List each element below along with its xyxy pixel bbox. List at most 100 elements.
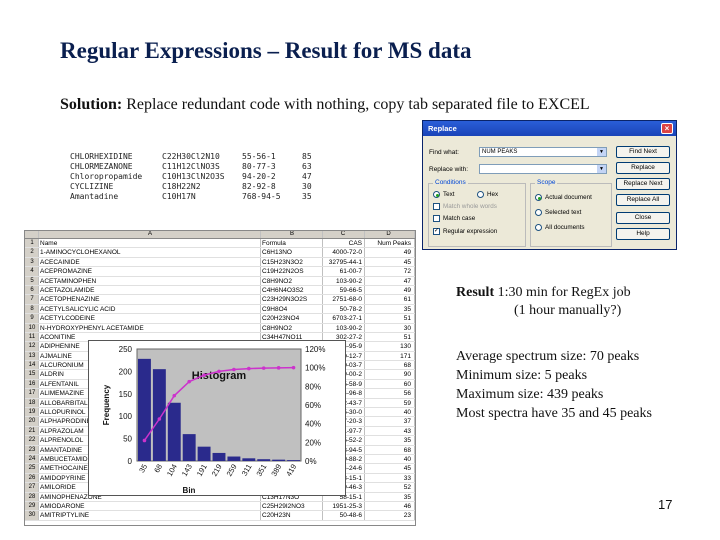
table-cell[interactable]: Name [39,239,261,248]
table-cell[interactable]: 30 [365,323,415,332]
table-cell[interactable]: 40 [365,454,415,464]
table-cell[interactable]: ACONITINE [39,332,261,342]
row-number[interactable]: 4 [25,267,39,276]
row-number[interactable]: 1 [25,239,39,248]
column-header[interactable]: D [365,231,415,238]
table-cell[interactable]: 45 [365,464,415,473]
row-number[interactable]: 30 [25,511,39,520]
table-cell[interactable]: AMIODARONE [39,501,261,511]
table-cell[interactable]: 37 [365,417,415,426]
row-number[interactable]: 5 [25,276,39,285]
table-cell[interactable]: 52 [365,483,415,492]
selected-text-radio[interactable]: Selected text [535,209,581,216]
row-number[interactable]: 6 [25,285,39,295]
table-cell[interactable]: 315-30-0 [323,408,365,417]
row-number[interactable]: 3 [25,257,39,267]
row-number[interactable]: 21 [25,426,39,436]
table-cell[interactable]: 64-95-9 [323,342,365,351]
table-cell[interactable]: N-HYDROXYPHENYL ACETAMIDE [39,323,261,332]
table-cell[interactable]: ACEPROMAZINE [39,267,261,276]
table-cell[interactable]: 68 [365,361,415,370]
table-cell[interactable]: 35 [365,304,415,314]
table-cell[interactable]: 59 [365,398,415,408]
table-cell[interactable]: 2609-46-3 [323,483,365,492]
row-number[interactable]: 19 [25,408,39,417]
match-case-checkbox[interactable]: Match case [433,215,475,222]
table-cell[interactable]: 50-78-2 [323,304,365,314]
row-number[interactable]: 29 [25,501,39,511]
table-cell[interactable]: 49 [365,248,415,257]
table-cell[interactable]: AMINOPHENAZONE [39,492,261,501]
table-cell[interactable]: 56 [365,389,415,398]
replace-next-button[interactable]: Replace Next [616,178,670,190]
table-cell[interactable]: C15H23N3O2 [261,257,323,267]
table-cell[interactable]: 77-20-3 [323,417,365,426]
row-number[interactable]: 26 [25,473,39,483]
table-cell[interactable]: C4H6N4O3S2 [261,285,323,295]
table-cell[interactable]: 130 [365,342,415,351]
table-cell[interactable]: ACETAMINOPHEN [39,276,261,285]
table-cell[interactable]: ACETYLSALICYLIC ACID [39,304,261,314]
row-number[interactable]: 24 [25,454,39,464]
table-cell[interactable]: 61-00-7 [323,267,365,276]
row-number[interactable]: 25 [25,464,39,473]
table-cell[interactable]: C25H29I2NO3 [261,501,323,511]
column-header[interactable] [25,231,39,238]
table-cell[interactable]: C23H29N3O2S [261,295,323,304]
table-cell[interactable]: C20H23NO4 [261,314,323,323]
row-number[interactable]: 8 [25,304,39,314]
table-cell[interactable]: 519-88-2 [323,454,365,464]
table-cell[interactable]: 4360-12-7 [323,351,365,361]
replace-button[interactable]: Replace [616,162,670,174]
table-cell[interactable]: C34H47NO11 [261,332,323,342]
table-cell[interactable]: 43 [365,426,415,436]
row-number[interactable]: 17 [25,389,39,398]
row-number[interactable]: 10 [25,323,39,332]
actual-document-radio[interactable]: Actual document [535,194,592,201]
table-cell[interactable]: 6703-27-1 [323,314,365,323]
table-cell[interactable]: C19H22N2OS [261,267,323,276]
replace-input[interactable]: ▼ [479,164,607,174]
row-number[interactable]: 28 [25,492,39,501]
table-cell[interactable]: 61 [365,295,415,304]
table-cell[interactable]: 68 [365,445,415,454]
hex-radio[interactable]: Hex [477,191,498,198]
table-cell[interactable]: 309-00-2 [323,370,365,379]
table-cell[interactable]: 302-27-2 [323,332,365,342]
table-cell[interactable]: 33 [365,473,415,483]
row-number[interactable]: 11 [25,332,39,342]
all-documents-radio[interactable]: All documents [535,224,585,231]
table-cell[interactable]: 46 [365,501,415,511]
table-cell[interactable]: C20H23N [261,511,323,520]
column-header[interactable]: B [261,231,323,238]
table-cell[interactable]: C13H17N3O [261,492,323,501]
table-cell[interactable]: 35 [365,436,415,445]
table-cell[interactable]: C8H9NO2 [261,323,323,332]
table-cell[interactable]: 51 [365,332,415,342]
table-cell[interactable]: ACETAZOLAMIDE [39,285,261,295]
table-cell[interactable]: 103-90-2 [323,323,365,332]
row-number[interactable]: 7 [25,295,39,304]
replace-all-button[interactable]: Replace All [616,194,670,206]
row-number[interactable]: 22 [25,436,39,445]
table-cell[interactable]: 32795-44-1 [323,257,365,267]
table-cell[interactable]: 1-AMINOCYCLOHEXANOL [39,248,261,257]
text-radio[interactable]: Text [433,191,455,198]
table-cell[interactable]: AMITRIPTYLINE [39,511,261,520]
row-number[interactable]: 27 [25,483,39,492]
table-cell[interactable]: 72 [365,267,415,276]
row-number[interactable]: 2 [25,248,39,257]
table-cell[interactable]: 768-94-5 [323,445,365,454]
table-cell[interactable]: 171 [365,351,415,361]
table-cell[interactable]: 35 [365,492,415,501]
table-cell[interactable]: Formula [261,239,323,248]
find-input[interactable]: NUM PEAKS ▼ [479,147,607,157]
row-number[interactable]: 23 [25,445,39,454]
chevron-down-icon[interactable]: ▼ [597,148,606,156]
table-cell[interactable]: 4000-72-0 [323,248,365,257]
table-cell[interactable]: 1951-25-3 [323,501,365,511]
table-cell[interactable]: 58-15-1 [323,492,365,501]
table-cell[interactable]: C8H9NO2 [261,276,323,285]
chevron-down-icon[interactable]: ▼ [597,165,606,173]
table-cell[interactable]: 59-66-5 [323,285,365,295]
